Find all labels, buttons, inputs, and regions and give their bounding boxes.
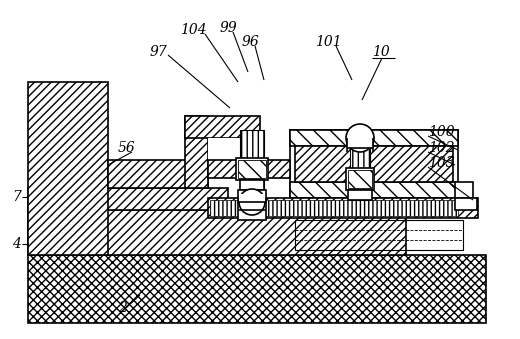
Circle shape [239, 189, 265, 215]
Text: 96: 96 [242, 35, 260, 49]
Text: 56: 56 [118, 141, 136, 155]
Text: 10: 10 [372, 45, 390, 59]
Bar [290, 182, 458, 198]
Bar [240, 130, 264, 200]
Bar [28, 188, 228, 210]
Bar [108, 160, 208, 188]
Bar [238, 202, 266, 220]
Bar [185, 116, 208, 188]
Bar [208, 160, 290, 178]
Bar [28, 255, 486, 323]
Bar [28, 82, 108, 255]
Bar [455, 182, 473, 198]
Circle shape [346, 124, 374, 152]
Bar [238, 160, 266, 178]
Bar [290, 130, 458, 198]
Text: 102: 102 [428, 141, 454, 155]
Text: 2: 2 [118, 301, 127, 315]
Bar [295, 146, 453, 182]
Bar [208, 198, 478, 218]
Bar [295, 220, 463, 250]
Text: 99: 99 [220, 21, 238, 35]
Text: 100: 100 [428, 125, 454, 139]
Bar [239, 194, 265, 202]
Text: 103: 103 [428, 156, 454, 170]
Bar [347, 138, 373, 148]
Bar [208, 138, 258, 160]
Bar [290, 130, 458, 146]
Bar [185, 116, 260, 138]
Text: 97: 97 [150, 45, 168, 59]
Text: 4: 4 [12, 237, 21, 251]
Bar [348, 170, 372, 188]
Bar [210, 200, 458, 216]
Bar [346, 168, 374, 190]
Bar [236, 158, 268, 180]
Bar [348, 190, 372, 200]
Text: 104: 104 [180, 23, 206, 37]
Bar [350, 148, 370, 200]
Bar [240, 180, 264, 190]
Text: 101: 101 [315, 35, 342, 49]
Bar [238, 190, 266, 202]
Bar [455, 198, 477, 210]
Text: 7: 7 [12, 190, 21, 204]
Bar [28, 210, 406, 255]
